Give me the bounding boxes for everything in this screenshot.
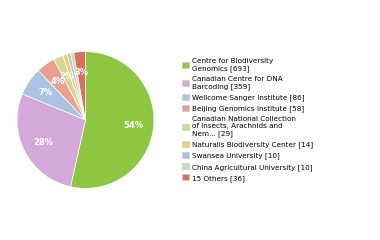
Text: 2%: 2% [59, 72, 74, 81]
Wedge shape [74, 52, 86, 120]
Text: 7%: 7% [39, 89, 53, 97]
Wedge shape [17, 94, 85, 187]
Wedge shape [54, 55, 86, 120]
Wedge shape [63, 54, 86, 120]
Wedge shape [38, 59, 86, 120]
Text: 3%: 3% [74, 68, 89, 77]
Text: 54%: 54% [123, 121, 143, 130]
Wedge shape [71, 52, 154, 188]
Legend: Centre for Biodiversity
Genomics [693], Canadian Centre for DNA
Barcoding [359],: Centre for Biodiversity Genomics [693], … [182, 58, 314, 182]
Wedge shape [22, 71, 86, 120]
Wedge shape [67, 53, 86, 120]
Text: 4%: 4% [51, 77, 65, 86]
Text: 28%: 28% [33, 138, 53, 147]
Wedge shape [70, 53, 86, 120]
